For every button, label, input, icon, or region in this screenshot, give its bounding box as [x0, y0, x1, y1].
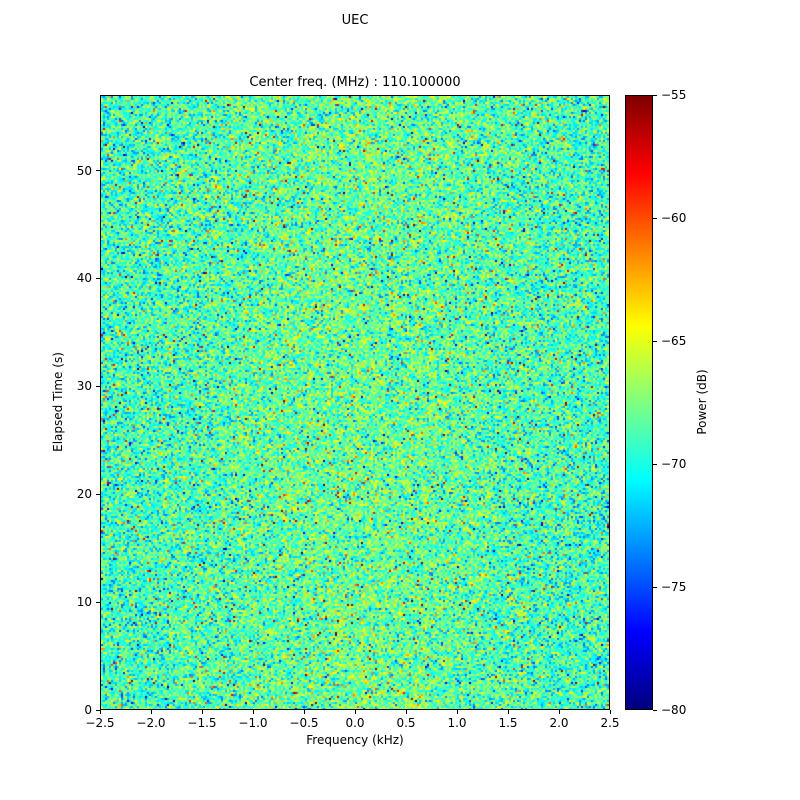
colorbar-tick-label: −70 — [661, 457, 687, 471]
colorbar-tick-mark — [653, 463, 657, 465]
colorbar-tick-mark — [653, 586, 657, 588]
x-tick-mark — [354, 710, 356, 714]
y-tick-label: 40 — [76, 271, 92, 286]
y-axis-label: Elapsed Time (s) — [51, 352, 65, 452]
colorbar-label: Power (dB) — [695, 369, 709, 435]
spectrogram-plot-area — [100, 95, 610, 710]
y-tick-label: 0 — [84, 703, 92, 717]
x-tick-label: −1.5 — [187, 716, 217, 730]
annotation-center-freq: Center freq. (MHz) : 110.100000 — [249, 75, 461, 90]
x-tick-mark — [405, 710, 407, 714]
y-tick-mark — [96, 277, 100, 279]
x-tick-mark — [507, 710, 509, 714]
y-tick-mark — [96, 601, 100, 603]
y-tick-mark — [96, 170, 100, 172]
x-tick-label: −0.5 — [289, 716, 319, 730]
x-tick-label: −1.0 — [238, 716, 268, 730]
y-tick-mark — [96, 709, 100, 711]
colorbar-tick-label: −80 — [661, 703, 687, 717]
x-axis-label: Frequency (kHz) — [306, 733, 404, 747]
x-tick-label: 0.0 — [345, 716, 365, 730]
x-tick-mark — [150, 710, 152, 714]
colorbar-tick-mark — [653, 340, 657, 342]
y-tick-label: 50 — [76, 163, 92, 178]
x-tick-mark — [558, 710, 560, 714]
x-tick-label: −2.0 — [136, 716, 166, 730]
colorbar-tick-label: −75 — [661, 580, 687, 594]
chart-title: UEC — [341, 13, 369, 28]
x-tick-mark — [303, 710, 305, 714]
colorbar-tick-mark — [653, 217, 657, 219]
x-tick-label: 2.0 — [549, 716, 569, 730]
x-tick-label: 1.0 — [447, 716, 467, 730]
x-tick-mark — [609, 710, 611, 714]
x-tick-mark — [201, 710, 203, 714]
x-tick-mark — [99, 710, 101, 714]
colorbar-tick-mark — [653, 94, 657, 96]
x-tick-label: −2.5 — [85, 716, 115, 730]
x-tick-mark — [252, 710, 254, 714]
x-tick-label: 2.5 — [600, 716, 620, 730]
colorbar-tick-mark — [653, 709, 657, 711]
colorbar-tick-label: −60 — [661, 211, 687, 225]
y-tick-mark — [96, 493, 100, 495]
colorbar-tick-label: −55 — [661, 88, 687, 102]
y-tick-label: 30 — [76, 379, 92, 394]
colorbar-canvas — [626, 96, 652, 709]
y-tick-label: 10 — [76, 595, 92, 610]
x-tick-label: 0.5 — [396, 716, 416, 730]
colorbar — [625, 95, 653, 710]
colorbar-tick-label: −65 — [661, 334, 687, 348]
y-tick-mark — [96, 385, 100, 387]
spectrogram-canvas — [101, 96, 609, 709]
x-tick-mark — [456, 710, 458, 714]
y-tick-label: 20 — [76, 487, 92, 502]
x-tick-label: 1.5 — [498, 716, 518, 730]
